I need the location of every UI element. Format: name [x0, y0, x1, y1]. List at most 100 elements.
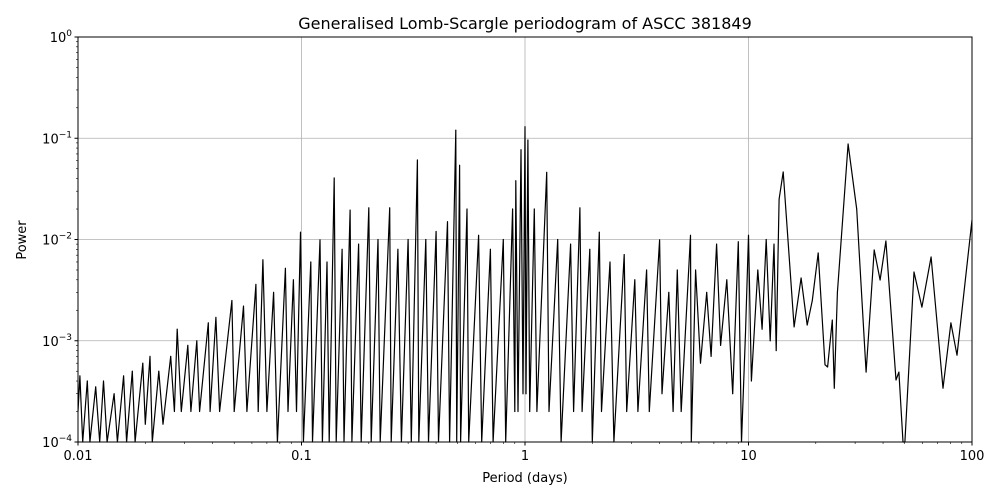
data-point	[103, 380, 104, 382]
data-point	[831, 319, 833, 321]
data-point	[142, 362, 144, 364]
data-point	[447, 221, 448, 223]
data-point	[512, 208, 514, 210]
data-point	[885, 240, 887, 242]
data-point	[180, 411, 182, 412]
y-tick-base: 10	[42, 436, 59, 451]
data-point	[648, 411, 650, 412]
data-point	[489, 248, 491, 250]
data-point	[407, 239, 409, 240]
data-point	[273, 291, 275, 293]
data-point	[319, 239, 321, 241]
data-point	[262, 259, 264, 261]
data-point	[196, 340, 198, 342]
data-point	[879, 279, 881, 281]
data-point	[162, 423, 164, 425]
data-point	[349, 209, 351, 211]
data-point	[187, 344, 189, 346]
data-point	[517, 411, 519, 412]
data-point	[726, 279, 728, 281]
data-point	[833, 387, 835, 389]
data-point	[529, 411, 531, 412]
data-point	[190, 411, 192, 412]
data-point	[793, 326, 795, 328]
x-tick-label: 0.1	[291, 449, 312, 464]
data-point	[806, 324, 808, 326]
data-point	[515, 180, 517, 182]
data-point	[956, 354, 958, 356]
data-point	[898, 371, 900, 373]
data-point	[435, 231, 437, 232]
data-point	[757, 269, 759, 271]
data-point	[131, 370, 133, 372]
data-point	[310, 261, 312, 263]
data-point	[233, 411, 235, 412]
data-point	[215, 316, 217, 318]
data-point	[377, 239, 379, 240]
data-point	[765, 239, 767, 240]
data-point	[676, 269, 678, 271]
data-point	[720, 344, 722, 346]
data-point	[113, 393, 115, 395]
data-point	[811, 300, 813, 301]
data-point	[570, 243, 572, 245]
data-point	[573, 411, 575, 412]
data-point	[466, 208, 468, 210]
data-point	[581, 411, 583, 412]
data-point	[601, 411, 602, 412]
data-point	[695, 269, 697, 271]
data-point	[176, 328, 178, 330]
data-point	[626, 411, 628, 412]
data-point	[761, 328, 763, 330]
data-point	[246, 411, 248, 412]
data-point	[170, 355, 172, 357]
data-point	[950, 322, 952, 324]
data-point	[79, 375, 81, 377]
data-point	[525, 393, 527, 395]
data-point	[745, 332, 746, 334]
data-point	[514, 411, 516, 412]
data-point	[231, 300, 233, 301]
data-point	[775, 350, 777, 352]
data-point	[520, 149, 522, 151]
data-point	[326, 261, 328, 263]
data-point	[646, 269, 648, 271]
data-point	[527, 139, 529, 141]
data-point	[86, 380, 88, 382]
data-point	[817, 252, 819, 254]
data-point	[257, 411, 259, 412]
data-point	[287, 411, 289, 412]
data-point	[942, 387, 944, 389]
data-point	[710, 355, 712, 357]
data-point	[782, 171, 784, 173]
data-point	[546, 171, 548, 173]
data-point	[341, 248, 343, 250]
y-tick-label: 100	[50, 29, 73, 46]
x-tick-label: 1	[521, 449, 529, 464]
data-point	[455, 129, 457, 131]
y-tick-label: 10−4	[42, 434, 72, 451]
data-point	[522, 393, 524, 395]
data-point	[579, 207, 581, 209]
data-point	[706, 291, 708, 293]
x-tick-label: 100	[960, 449, 985, 464]
data-point	[209, 411, 211, 412]
data-point	[243, 305, 244, 307]
data-point	[637, 411, 639, 412]
data-point	[478, 234, 480, 236]
y-tick-base: 10	[50, 31, 67, 46]
data-point	[397, 248, 399, 250]
x-tick-label: 0.01	[64, 449, 93, 464]
data-point	[716, 243, 718, 245]
data-point	[865, 371, 867, 373]
data-point	[557, 239, 559, 240]
data-point	[284, 267, 286, 269]
data-point	[778, 198, 780, 200]
data-point	[149, 355, 151, 357]
data-point	[598, 231, 600, 233]
y-tick-label: 10−1	[42, 130, 72, 147]
data-point	[158, 370, 160, 372]
data-point	[700, 362, 701, 364]
y-tick-base: 10	[42, 234, 59, 249]
